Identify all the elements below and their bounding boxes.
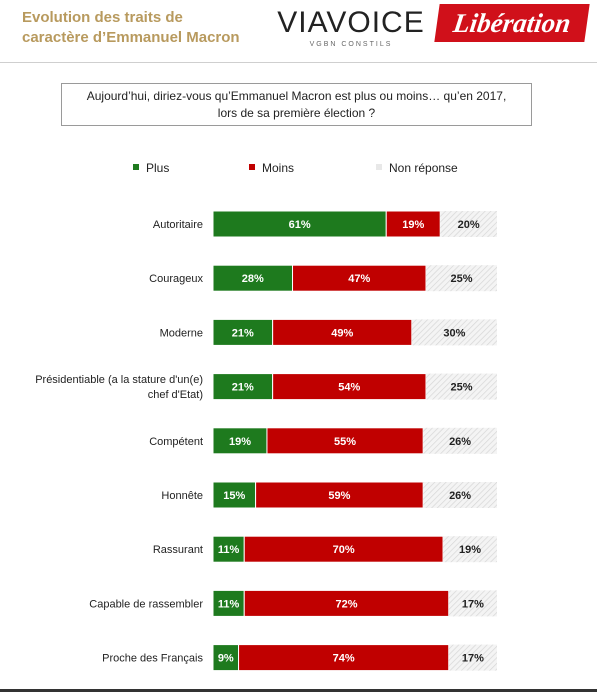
category-label: Moderne	[160, 327, 203, 339]
legend-swatch-plus	[133, 164, 139, 170]
bar-moins	[385, 210, 441, 238]
data-label-moins: 47%	[348, 273, 370, 285]
data-label-plus: 21%	[232, 382, 254, 394]
bar-moins	[238, 644, 450, 672]
viavoice-logo-subtext: VGBN CONSTILS	[309, 41, 393, 48]
bar-moins	[255, 481, 424, 509]
bar-non-reponse	[443, 536, 497, 563]
bar-non-reponse	[426, 373, 497, 400]
bar-non-reponse	[411, 319, 497, 346]
chart-title-line1: Evolution des traits de	[22, 9, 183, 26]
bar-non-reponse	[423, 482, 497, 508]
bar-plus	[212, 481, 257, 509]
category-label: Autoritaire	[153, 219, 203, 231]
chart-title: Evolution des traits de caractère d’Emma…	[22, 8, 262, 48]
legend: Plus Moins Non réponse	[0, 160, 597, 180]
data-label-plus: 21%	[232, 327, 254, 339]
data-label-non-reponse: 17%	[462, 598, 484, 610]
bar-plus	[212, 318, 274, 346]
data-label-plus: 28%	[242, 273, 264, 285]
data-label-non-reponse: 19%	[459, 544, 481, 556]
data-label-moins: 59%	[328, 490, 350, 502]
bar-non-reponse	[448, 590, 497, 617]
bar-plus	[212, 264, 294, 292]
question-line2: lors de sa première élection ?	[217, 106, 376, 120]
category-label: Proche des Français	[102, 653, 203, 665]
viavoice-logo-text: VIAVOICE	[277, 6, 425, 39]
data-label-moins: 49%	[331, 327, 353, 339]
legend-item-plus: Plus	[133, 160, 169, 176]
bar-non-reponse	[423, 427, 497, 454]
question-box: Aujourd’hui, diriez-vous qu’Emmanuel Mac…	[61, 83, 532, 126]
bar-plus	[212, 535, 245, 563]
data-label-non-reponse: 20%	[458, 219, 480, 231]
legend-label-non-reponse: Non réponse	[389, 161, 458, 175]
data-label-non-reponse: 25%	[450, 382, 472, 394]
bar-non-reponse	[426, 265, 497, 292]
data-label-moins: 19%	[402, 219, 424, 231]
data-label-plus: 19%	[229, 436, 251, 448]
data-label-plus: 11%	[218, 598, 240, 610]
bar-plus	[212, 644, 240, 672]
data-label-moins: 70%	[333, 544, 355, 556]
data-label-plus: 9%	[218, 653, 234, 665]
data-label-moins: 74%	[333, 653, 355, 665]
data-label-plus: 11%	[218, 544, 240, 556]
legend-label-moins: Moins	[262, 161, 295, 175]
bar-moins	[266, 427, 424, 455]
data-label-moins: 72%	[335, 598, 357, 610]
viavoice-logo: VIAVOICE VGBN CONSTILS	[276, 6, 426, 49]
category-label: Courageux	[149, 273, 203, 285]
bar-moins	[272, 373, 427, 401]
category-label: Présidentiable (a la stature d'un(e)	[35, 374, 203, 386]
bar-plus	[212, 210, 387, 238]
data-label-non-reponse: 26%	[449, 490, 471, 502]
legend-label-plus: Plus	[146, 161, 170, 175]
data-label-plus: 15%	[223, 490, 245, 502]
header-divider	[0, 62, 597, 63]
data-label-non-reponse: 30%	[443, 327, 465, 339]
category-label: Rassurant	[153, 544, 203, 556]
legend-item-non-reponse: Non réponse	[376, 160, 458, 176]
bar-moins	[272, 318, 413, 346]
legend-swatch-moins	[249, 164, 255, 170]
bar-non-reponse	[440, 211, 497, 237]
data-label-moins: 54%	[338, 382, 360, 394]
category-label: Capable de rassembler	[89, 598, 203, 610]
chart-title-line2: caractère d’Emmanuel Macron	[22, 29, 240, 46]
category-label: Honnête	[161, 490, 203, 502]
legend-swatch-non-reponse	[376, 164, 382, 170]
data-label-moins: 55%	[334, 436, 356, 448]
data-label-non-reponse: 17%	[462, 653, 484, 665]
legend-item-moins: Moins	[249, 160, 294, 176]
category-label: Compétent	[149, 436, 203, 448]
data-label-non-reponse: 26%	[449, 436, 471, 448]
question-line1: Aujourd’hui, diriez-vous qu’Emmanuel Mac…	[86, 89, 507, 103]
bar-moins	[292, 264, 427, 292]
footer-divider	[0, 689, 597, 692]
bar-non-reponse	[448, 644, 497, 671]
bar-plus	[212, 427, 268, 455]
bar-moins	[243, 589, 450, 617]
data-label-non-reponse: 25%	[450, 273, 472, 285]
data-label-plus: 61%	[289, 219, 311, 231]
category-label: chef d'Etat)	[148, 389, 203, 401]
